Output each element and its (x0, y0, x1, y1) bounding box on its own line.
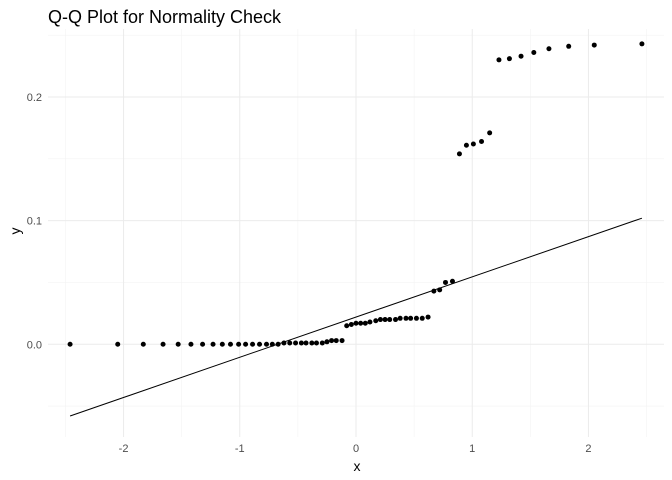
data-point (219, 341, 225, 347)
data-point (329, 338, 335, 344)
data-point (264, 341, 270, 347)
data-point (115, 341, 121, 347)
data-point (188, 341, 194, 347)
data-point (566, 43, 572, 49)
data-point (309, 340, 315, 346)
y-axis-label: y (7, 228, 23, 235)
data-point (324, 339, 330, 345)
data-point (496, 57, 502, 63)
data-point (393, 317, 399, 323)
data-point (413, 315, 419, 321)
data-point (546, 46, 552, 52)
x-tick-label: 1 (469, 443, 475, 455)
data-point (298, 340, 304, 346)
reference-line (69, 217, 643, 417)
data-point (160, 341, 166, 347)
data-point (257, 341, 263, 347)
data-point (431, 288, 437, 294)
data-point (425, 314, 431, 320)
y-tick-label: 0.1 (27, 216, 42, 228)
data-point (344, 323, 350, 329)
data-point (250, 341, 256, 347)
data-point (403, 315, 409, 321)
data-point (210, 341, 216, 347)
data-point (243, 341, 249, 347)
data-point (419, 315, 425, 321)
data-point (358, 320, 364, 326)
data-point (518, 53, 524, 59)
data-point (303, 340, 309, 346)
x-tick-labels: -2 -1 0 1 2 (119, 443, 592, 455)
data-point (362, 320, 368, 326)
data-point (269, 341, 275, 347)
data-point (227, 341, 233, 347)
data-point (175, 341, 181, 347)
data-point (333, 338, 339, 344)
data-point (397, 315, 403, 321)
data-point (487, 130, 493, 136)
data-point (200, 341, 206, 347)
data-point (373, 318, 379, 324)
x-tick-label: 0 (353, 443, 359, 455)
data-point (387, 317, 393, 323)
data-point (506, 56, 512, 62)
data-point (456, 151, 462, 157)
data-point (67, 341, 73, 347)
data-point (236, 341, 242, 347)
data-point (367, 319, 373, 325)
data-point (382, 317, 388, 323)
y-tick-labels: 0.0 0.1 0.2 (27, 92, 42, 351)
data-point (479, 139, 485, 145)
data-point (408, 315, 414, 321)
x-tick-label: 2 (585, 443, 591, 455)
data-point (275, 341, 281, 347)
y-tick-label: 0.2 (27, 92, 42, 104)
data-point (463, 142, 469, 148)
x-axis-label: x (354, 458, 361, 474)
data-point (339, 338, 345, 344)
chart-title: Q-Q Plot for Normality Check (48, 7, 282, 27)
data-point (639, 41, 645, 47)
data-point (442, 279, 448, 285)
data-point (470, 141, 476, 147)
data-point (437, 287, 443, 293)
data-point (140, 341, 146, 347)
x-tick-label: -1 (235, 443, 245, 455)
data-point (449, 278, 455, 284)
y-tick-label: 0.0 (27, 339, 42, 351)
grid-lines (48, 29, 664, 437)
data-point (293, 340, 299, 346)
x-tick-label: -2 (119, 443, 129, 455)
data-points (67, 41, 645, 347)
data-point (591, 42, 597, 48)
data-point (377, 317, 383, 323)
data-point (531, 49, 537, 55)
data-point (348, 321, 354, 327)
data-point (281, 340, 287, 346)
data-point (319, 340, 325, 346)
data-point (353, 320, 359, 326)
data-point (287, 340, 293, 346)
data-point (313, 340, 319, 346)
